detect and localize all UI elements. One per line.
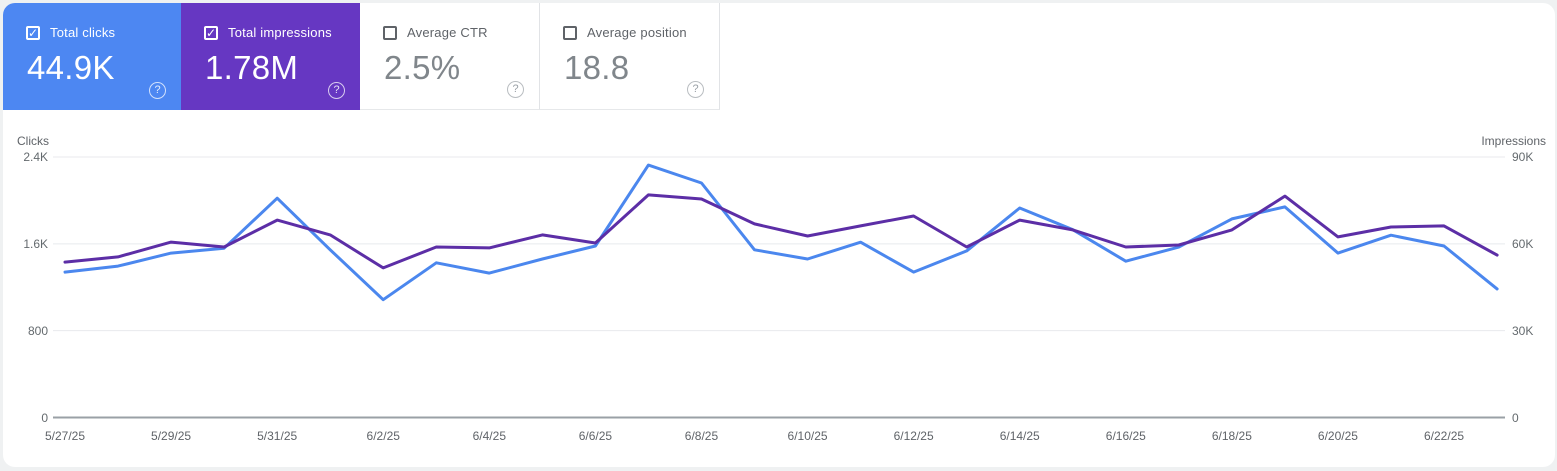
x-axis-date-label: 6/16/25 [1105, 429, 1146, 443]
right-axis-tick: 60K [1512, 236, 1534, 251]
card-head: Average position [540, 3, 719, 40]
x-axis-date-label: 6/18/25 [1211, 429, 1252, 443]
card-label: Average position [587, 25, 687, 40]
right-axis-tick: 30K [1512, 323, 1534, 338]
left-axis-tick: 1.6K [23, 236, 48, 251]
metric-card-total-impressions[interactable]: ✓ Total impressions 1.78M ? [181, 3, 360, 110]
card-head: ✓ Total impressions [181, 3, 360, 40]
left-axis-tick: 800 [27, 323, 48, 338]
right-axis-title: Impressions [1481, 134, 1546, 148]
help-icon[interactable]: ? [507, 81, 524, 98]
average-position-value: 18.8 [564, 49, 630, 86]
average-ctr-value: 2.5% [384, 49, 461, 86]
card-label: Average CTR [407, 25, 488, 40]
total-impressions-value: 1.78M [205, 49, 299, 86]
card-label: Total clicks [50, 25, 116, 40]
clicks-line [63, 163, 1499, 302]
x-axis-date-label: 6/4/25 [472, 429, 506, 443]
x-axis-date-label: 6/12/25 [893, 429, 934, 443]
x-axis-date-label: 6/22/25 [1424, 429, 1465, 443]
total-impressions-checkbox[interactable]: ✓ [204, 25, 218, 40]
x-axis-date-label: 5/27/25 [44, 429, 86, 443]
metric-card-total-clicks[interactable]: ✓ Total clicks 44.9K ? [3, 3, 181, 110]
metric-cards-row: ✓ Total clicks 44.9K ? ✓ Total impressio… [3, 3, 720, 110]
x-axis-date-label: 6/10/25 [787, 429, 828, 443]
total-clicks-checkbox[interactable]: ✓ [26, 25, 40, 40]
metric-card-average-ctr[interactable]: Average CTR 2.5% ? [360, 3, 540, 110]
card-head: Average CTR [360, 3, 539, 40]
card-label: Total impressions [228, 25, 332, 40]
x-axis-date-label: 5/31/25 [257, 429, 298, 443]
performance-chart [53, 156, 1505, 419]
x-axis-date-label: 6/20/25 [1317, 429, 1358, 443]
x-axis-date-label: 6/2/25 [366, 429, 400, 443]
left-axis-tick: 0 [41, 410, 48, 425]
help-icon[interactable]: ? [149, 82, 166, 99]
x-axis-date-label: 6/8/25 [684, 429, 719, 443]
help-icon[interactable]: ? [687, 81, 704, 98]
average-ctr-checkbox[interactable] [383, 25, 397, 40]
left-axis-title: Clicks [17, 134, 49, 148]
card-head: ✓ Total clicks [3, 3, 181, 40]
impressions-line [63, 193, 1499, 270]
x-axis-date-label: 6/14/25 [999, 429, 1040, 443]
left-axis-tick: 2.4K [23, 150, 48, 164]
x-axis-date-label: 5/29/25 [151, 429, 192, 443]
x-axis-date-label: 6/6/25 [578, 429, 613, 443]
metric-card-average-position[interactable]: Average position 18.8 ? [540, 3, 720, 110]
performance-panel: ✓ Total clicks 44.9K ? ✓ Total impressio… [3, 3, 1555, 467]
right-axis-tick: 90K [1512, 150, 1534, 164]
right-axis-tick: 0 [1512, 410, 1519, 425]
average-position-checkbox[interactable] [563, 25, 577, 40]
total-clicks-value: 44.9K [27, 49, 115, 86]
help-icon[interactable]: ? [328, 82, 345, 99]
